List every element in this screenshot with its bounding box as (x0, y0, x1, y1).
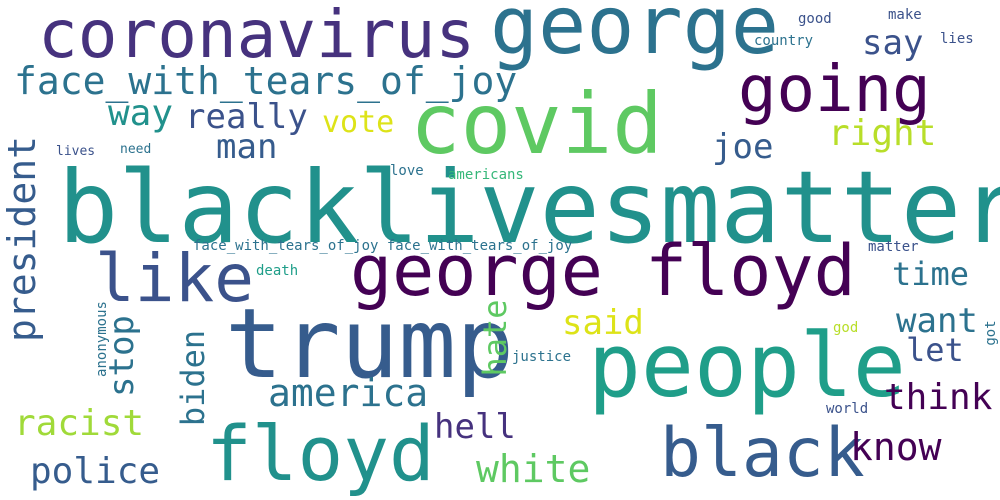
word-need: need (120, 142, 152, 157)
word-floyd: floyd (206, 409, 435, 498)
word-america: america (268, 371, 429, 415)
word-make: make (888, 7, 922, 23)
word-face-with-tears-of-joy-pair: face_with_tears_of_joy face_with_tears_o… (193, 238, 573, 254)
word-trump: trump (225, 288, 514, 400)
word-george: george (490, 0, 779, 72)
word-stop: stop (102, 315, 142, 397)
word-say: say (862, 23, 924, 63)
word-death: death (256, 263, 299, 279)
word-joe: joe (712, 127, 774, 167)
word-coronavirus: coronavirus (38, 0, 476, 73)
word-man: man (216, 127, 278, 167)
word-matter: matter (868, 239, 919, 255)
word-country: country (754, 33, 814, 49)
word-love: love (390, 163, 424, 179)
word-going: going (738, 53, 931, 127)
word-george-floyd: george floyd (350, 230, 856, 312)
word-right: right (828, 113, 937, 154)
word-black: black (660, 414, 865, 493)
word-world: world (826, 401, 869, 417)
word-god: god (833, 320, 859, 336)
word-want: want (896, 301, 978, 341)
word-said: said (562, 303, 644, 343)
word-way: way (108, 93, 174, 134)
word-vote: vote (322, 105, 395, 140)
word-police: police (30, 451, 161, 492)
word-time: time (892, 255, 970, 293)
word-let: let (906, 331, 964, 369)
word-really: really (185, 97, 308, 137)
word-good: good (798, 11, 832, 27)
word-justice: justice (512, 349, 572, 365)
word-face-with-tears-of-joy: face_with_tears_of_joy (14, 59, 518, 103)
word-people: people (588, 314, 906, 417)
word-blacklivesmatter: blacklivesmatter (58, 149, 1000, 266)
word-think: think (884, 377, 993, 418)
word-hate: hate (476, 299, 514, 377)
word-racist: racist (14, 403, 145, 444)
word-got: got (983, 320, 999, 346)
word-hell: hell (434, 407, 516, 447)
word-like: like (95, 240, 254, 317)
word-president: president (0, 136, 44, 342)
word-lives: lives (56, 144, 96, 159)
word-biden: biden (174, 329, 212, 427)
word-lies: lies (940, 31, 974, 47)
word-covid: covid (410, 75, 663, 173)
word-know: know (850, 425, 942, 469)
word-americans: americans (448, 167, 524, 183)
word-white: white (476, 447, 591, 491)
